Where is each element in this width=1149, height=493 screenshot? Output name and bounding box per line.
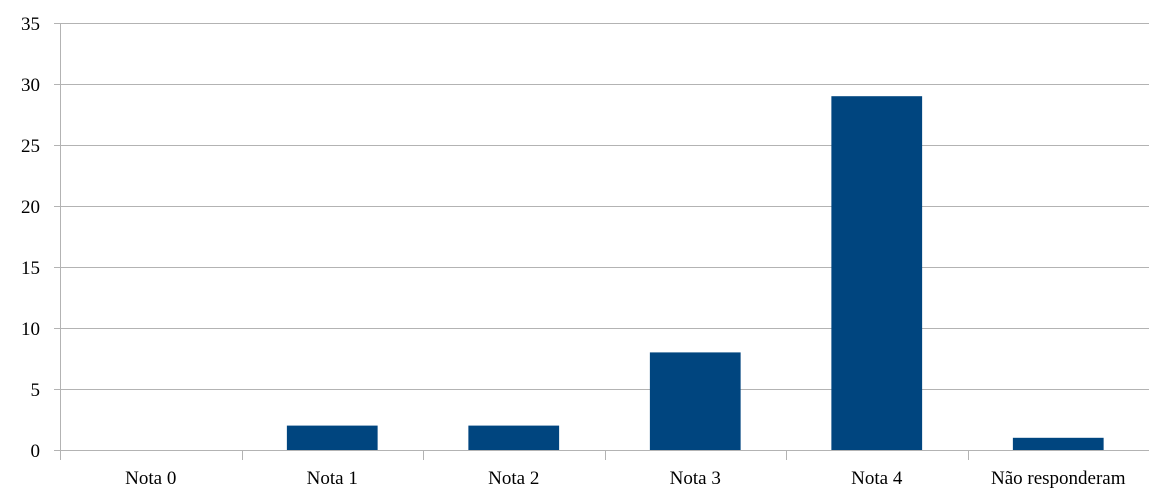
y-tick-label: 20 bbox=[21, 197, 40, 218]
x-category-label: Nota 0 bbox=[125, 468, 176, 489]
y-tick-labels: 0 5 10 15 20 25 30 35 bbox=[21, 14, 40, 462]
axes bbox=[54, 23, 1149, 460]
x-category-label: Nota 4 bbox=[851, 468, 903, 489]
bar-n-o-responderam bbox=[1012, 437, 1104, 450]
bar-nota-1 bbox=[286, 425, 378, 450]
bar-nota-3 bbox=[649, 352, 741, 450]
x-category-labels: Nota 0 Nota 1 Nota 2 Nota 3 Nota 4 Não respon… bbox=[125, 468, 1126, 489]
y-tick-label: 0 bbox=[31, 441, 41, 462]
y-tick-label: 15 bbox=[21, 258, 40, 279]
bars bbox=[286, 96, 1104, 450]
y-tick-label: 35 bbox=[21, 14, 40, 35]
y-tick-label: 30 bbox=[21, 75, 40, 96]
y-tick-label: 5 bbox=[31, 380, 41, 401]
gridlines bbox=[60, 23, 1149, 390]
bar-nota-4 bbox=[831, 96, 923, 450]
x-category-label: Nota 1 bbox=[307, 468, 358, 489]
x-category-label: Nota 3 bbox=[670, 468, 721, 489]
y-tick-label: 10 bbox=[21, 319, 40, 340]
bar-nota-2 bbox=[468, 425, 560, 450]
x-category-label: Não responderam bbox=[991, 468, 1126, 489]
y-tick-label: 25 bbox=[21, 136, 40, 157]
x-category-label: Nota 2 bbox=[488, 468, 539, 489]
